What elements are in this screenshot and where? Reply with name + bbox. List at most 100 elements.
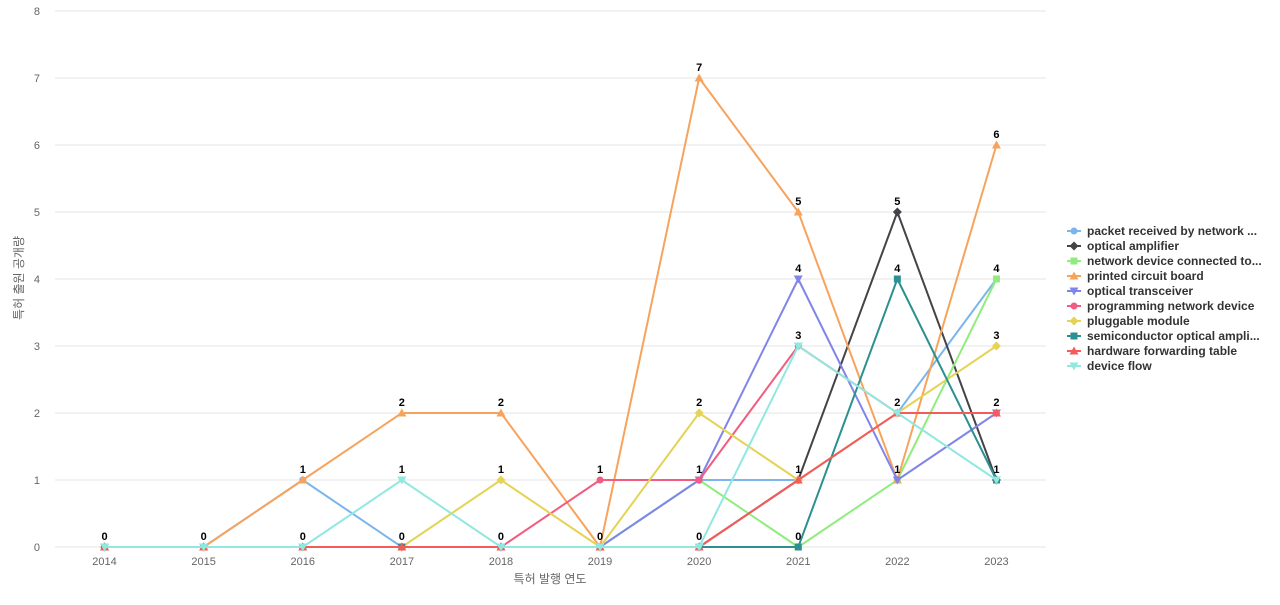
data-point[interactable]: [397, 476, 407, 485]
legend-marker[interactable]: [1070, 302, 1078, 310]
legend-marker[interactable]: [1069, 271, 1079, 280]
data-point[interactable]: [892, 476, 902, 485]
legend-label: semiconductor optical ampli...: [1087, 329, 1260, 343]
data-point[interactable]: [991, 408, 1001, 417]
data-point[interactable]: [892, 207, 902, 217]
legend-label: optical amplifier: [1087, 239, 1179, 253]
data-label: 1: [696, 464, 702, 476]
legend-marker[interactable]: [1069, 241, 1079, 251]
data-point[interactable]: [793, 275, 803, 284]
legend-item-device-flow[interactable]: device flow: [1067, 359, 1152, 373]
data-point[interactable]: [496, 475, 506, 485]
data-point[interactable]: [992, 275, 1000, 283]
legend-label: hardware forwarding table: [1087, 344, 1237, 358]
y-tick-label: 4: [34, 274, 40, 286]
data-label: 2: [894, 397, 900, 409]
data-label: 0: [399, 531, 405, 543]
data-point[interactable]: [596, 476, 604, 484]
data-label: 2: [498, 397, 504, 409]
y-tick-label: 3: [34, 341, 40, 353]
data-point[interactable]: [695, 476, 703, 484]
series-line[interactable]: [104, 77, 998, 548]
legend-item-hardware-forwarding-table[interactable]: hardware forwarding table: [1067, 344, 1237, 358]
legend-marker[interactable]: [1070, 332, 1078, 340]
series-line[interactable]: [104, 345, 998, 548]
legend-marker[interactable]: [1069, 362, 1079, 371]
x-tick-label: 2023: [984, 556, 1008, 568]
y-tick-label: 5: [34, 207, 40, 219]
legend-item-packet-received-by-network[interactable]: packet received by network ...: [1067, 224, 1257, 238]
legend-label: printed circuit board: [1087, 269, 1204, 283]
data-point[interactable]: [991, 140, 1001, 149]
legend-item-programming-network-device[interactable]: programming network device: [1067, 299, 1255, 313]
y-tick-label: 8: [34, 6, 40, 18]
x-tick-label: 2017: [390, 556, 414, 568]
data-label: 2: [399, 397, 405, 409]
legend-marker[interactable]: [1069, 316, 1079, 326]
data-label: 2: [993, 397, 999, 409]
legend-label: programming network device: [1087, 299, 1255, 313]
data-point[interactable]: [397, 408, 407, 417]
series-line[interactable]: [104, 345, 998, 548]
legend-item-network-device-connected-to[interactable]: network device connected to...: [1067, 254, 1262, 268]
data-point[interactable]: [397, 542, 407, 551]
legend-marker[interactable]: [1070, 227, 1078, 235]
grid-layer: [55, 10, 1046, 548]
data-point[interactable]: [793, 475, 803, 484]
data-point[interactable]: [991, 341, 1001, 351]
data-point[interactable]: [991, 476, 1001, 485]
series-line[interactable]: [104, 211, 998, 548]
data-point[interactable]: [893, 275, 901, 283]
legend-marker[interactable]: [1069, 287, 1079, 296]
data-point[interactable]: [793, 342, 803, 351]
data-label: 2: [696, 397, 702, 409]
data-label: 1: [498, 464, 504, 476]
x-tick-label: 2019: [588, 556, 612, 568]
data-label: 1: [300, 464, 306, 476]
legend-item-optical-amplifier[interactable]: optical amplifier: [1067, 239, 1179, 253]
legend-item-printed-circuit-board[interactable]: printed circuit board: [1067, 269, 1204, 283]
legend-marker[interactable]: [1069, 346, 1079, 355]
legend-label: device flow: [1087, 359, 1152, 373]
data-label: 5: [894, 196, 900, 208]
data-label: 4: [993, 263, 1000, 275]
data-label: 4: [894, 263, 901, 275]
data-label: 0: [101, 531, 107, 543]
data-point[interactable]: [694, 73, 704, 82]
data-point[interactable]: [298, 543, 308, 552]
legend-marker[interactable]: [1070, 257, 1078, 265]
data-label: 5: [795, 196, 801, 208]
data-point[interactable]: [199, 543, 209, 552]
data-label: 0: [597, 531, 603, 543]
x-tick-label: 2016: [291, 556, 315, 568]
y-tick-label: 0: [34, 542, 40, 554]
data-label-layer: 0 0 1 0 2 1 0 2 1 0 1 0 7 2 1 0 5 4 3 1 0 5 4 2 1 6 4 3 2 1: [101, 62, 1000, 543]
data-point[interactable]: [100, 543, 110, 552]
series-pluggable-module: [100, 341, 1001, 552]
legend: packet received by network ...optical am…: [1067, 224, 1262, 373]
data-label: 0: [795, 531, 801, 543]
legend-item-pluggable-module[interactable]: pluggable module: [1067, 314, 1190, 328]
data-point[interactable]: [892, 409, 902, 418]
data-point[interactable]: [794, 543, 802, 551]
legend-item-semiconductor-optical-ampli[interactable]: semiconductor optical ampli...: [1067, 329, 1260, 343]
legend-item-optical-transceiver[interactable]: optical transceiver: [1067, 284, 1193, 298]
y-tick-label: 2: [34, 408, 40, 420]
data-point[interactable]: [694, 543, 704, 552]
data-label: 3: [993, 330, 999, 342]
x-tick-label: 2022: [885, 556, 909, 568]
data-point[interactable]: [496, 408, 506, 417]
data-point[interactable]: [298, 475, 308, 484]
series-layer: [100, 73, 1001, 552]
data-label: 7: [696, 62, 702, 74]
data-point[interactable]: [793, 207, 803, 216]
data-point[interactable]: [595, 543, 605, 552]
data-point[interactable]: [496, 543, 506, 552]
series-line[interactable]: [104, 345, 997, 548]
legend-label: optical transceiver: [1087, 284, 1193, 298]
data-point[interactable]: [694, 408, 704, 418]
x-axis-title: 특허 발행 연도: [514, 571, 587, 586]
